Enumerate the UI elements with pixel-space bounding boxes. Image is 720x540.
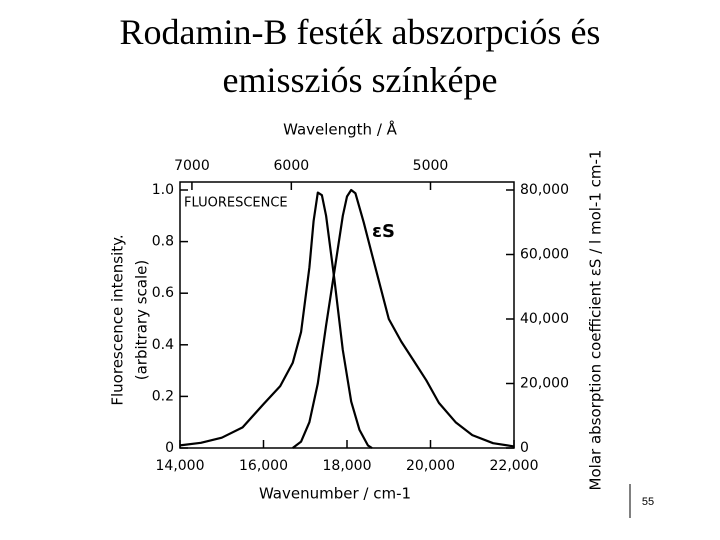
y2-tick-label: 40,000 (520, 311, 569, 327)
y2-tick-label: 0 (520, 440, 529, 456)
x-tick-label: 18,000 (323, 458, 372, 474)
x-tick-label: 14,000 (156, 458, 205, 474)
plot-frame (179, 181, 515, 449)
y-tick-label: 0 (165, 440, 174, 456)
x-tick-label: 16,000 (239, 458, 288, 474)
series-line (179, 191, 373, 449)
annotation: εS (372, 221, 395, 242)
y-tick-label: 0.4 (152, 337, 174, 353)
y2-tick-label: 60,000 (520, 247, 569, 263)
x-axis-title: Wavenumber / cm-1 (259, 485, 411, 503)
slide-title: Rodamin-B festék abszorpciós és emissziós… (120, 12, 601, 100)
x2-tick-label: 6000 (274, 158, 310, 174)
y-tick-label: 0.6 (152, 285, 174, 301)
x2-axis-title: Wavelength / Å (283, 120, 398, 139)
x2-tick-label: 7000 (174, 158, 210, 174)
y-tick-label: 0.2 (152, 388, 174, 404)
y-tick-label: 1.0 (152, 182, 174, 198)
y-axis-title: (arbitrary scale) (133, 260, 151, 380)
y-tick-label: 0.8 (152, 234, 174, 250)
x2-tick-label: 5000 (413, 158, 449, 174)
y2-tick-label: 80,000 (520, 182, 569, 198)
y-axis-title: Fluorescence intensity. (109, 234, 127, 405)
y2-axis-title: Molar absorption coefficient εS / l mol-… (587, 150, 605, 491)
annotation: FLUORESCENCE (184, 196, 288, 211)
x-tick-label: 22,000 (490, 458, 539, 474)
x-tick-label: 20,000 (406, 458, 455, 474)
page-number: 55 (642, 496, 654, 508)
y2-tick-label: 20,000 (520, 376, 569, 392)
series-line (292, 188, 515, 449)
